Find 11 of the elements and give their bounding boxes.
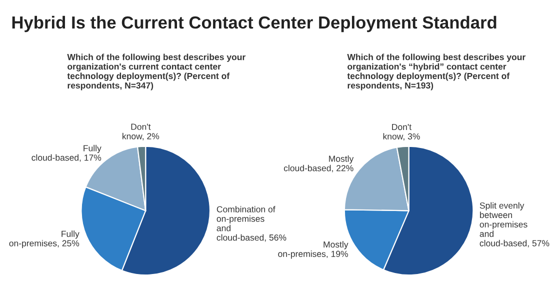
slice-label: Don't know, 3% bbox=[383, 124, 420, 141]
slice-label: Split evenly between on-premises and cloud-based, 57% bbox=[480, 202, 550, 248]
slice-label: Fully on-premises, 25% bbox=[9, 230, 80, 248]
slice-label: Mostly on-premises, 19% bbox=[278, 241, 348, 259]
chart-subtitle: Which of the following best describes your organization's “hybrid” contact center technology deployment(s)? (Percent of respondents, N=193) bbox=[347, 54, 526, 90]
slice-label: Combination of on-premises and cloud-based, 56% bbox=[216, 206, 286, 242]
slice-label: Mostly cloud-based, 22% bbox=[284, 155, 354, 172]
chart-title: Hybrid Is the Current Contact Center Deployment Standard bbox=[12, 16, 496, 32]
slice-label: Don't know, 2% bbox=[122, 124, 160, 140]
chart-subtitle: Which of the following best describes your organization's current contact center technology deployment(s)? (Percent of respondents, N=347) bbox=[67, 54, 246, 90]
slice-label: Fully cloud-based, 17% bbox=[32, 144, 102, 162]
